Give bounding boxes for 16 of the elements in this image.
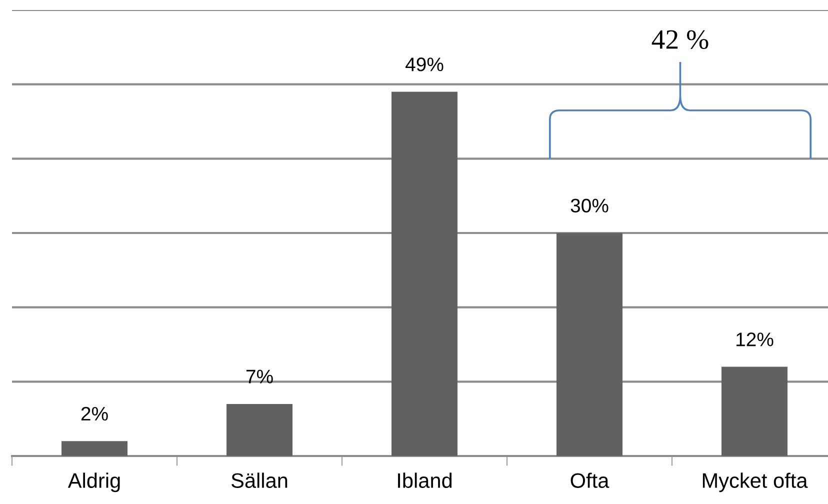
bar — [226, 404, 292, 456]
x-tick-label: Aldrig — [68, 472, 120, 492]
bar — [556, 233, 622, 456]
x-tick-label: Mycket ofta — [702, 472, 808, 492]
data-label: 30% — [570, 198, 608, 212]
x-tick-label: Sällan — [231, 472, 288, 488]
data-label: 49% — [405, 57, 444, 72]
x-tick-label: Ofta — [570, 472, 610, 488]
data-label: 7% — [246, 370, 273, 384]
annotation: 42 % — [652, 30, 708, 50]
bar — [392, 92, 458, 456]
data-label: 12% — [736, 332, 774, 346]
data-label: 2% — [81, 406, 108, 421]
bar — [722, 366, 788, 456]
x-tick-label: Ibland — [398, 472, 452, 488]
bar — [62, 441, 128, 456]
